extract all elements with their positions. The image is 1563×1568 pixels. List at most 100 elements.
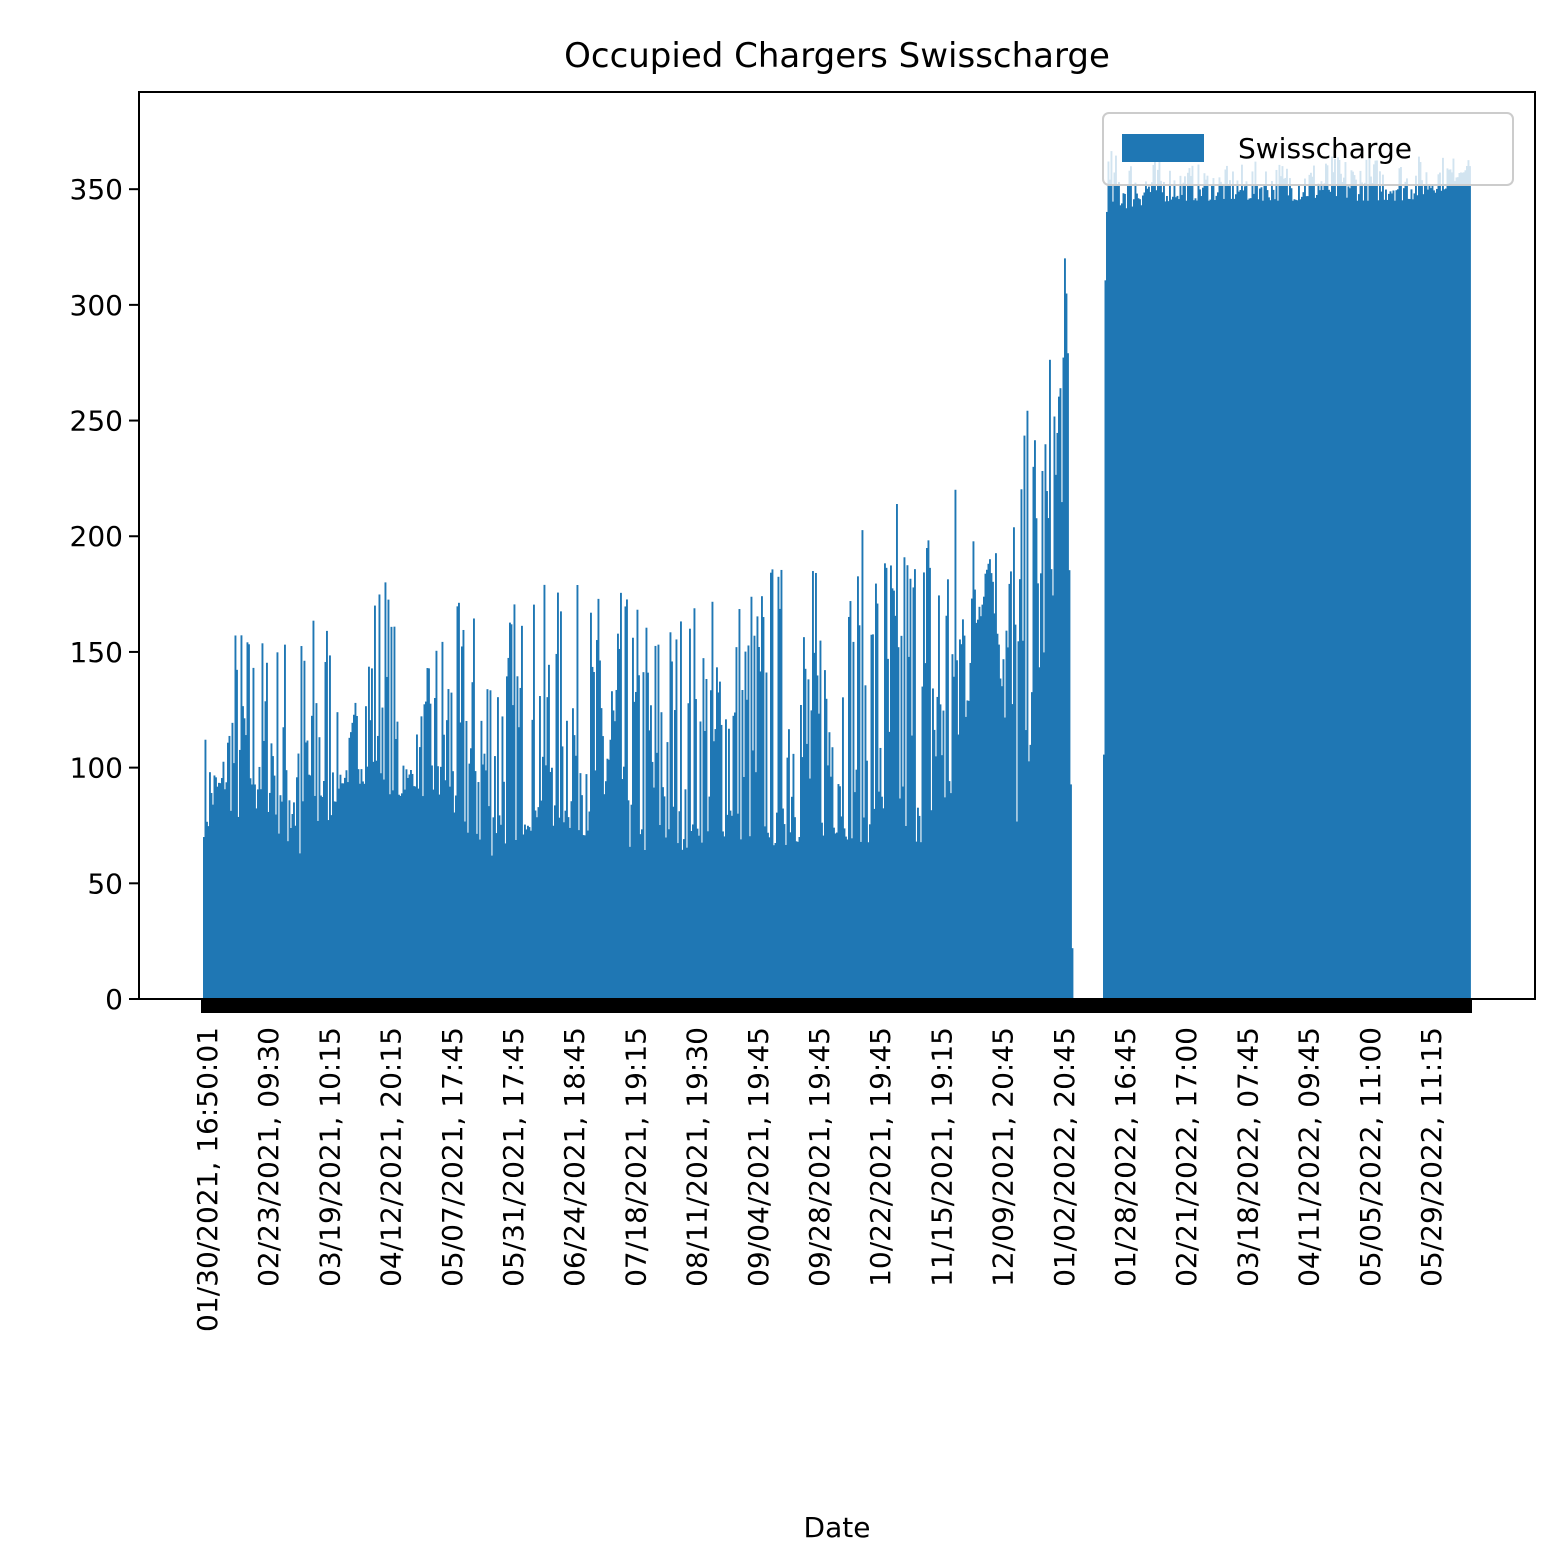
bar — [824, 670, 826, 999]
bar — [530, 830, 532, 999]
bar — [977, 619, 979, 999]
bar — [1326, 165, 1329, 999]
bar — [686, 847, 688, 999]
bar — [207, 826, 210, 999]
bar — [1059, 388, 1062, 999]
bar — [882, 808, 885, 999]
bar — [492, 817, 495, 999]
bar — [606, 758, 609, 999]
bar — [548, 664, 550, 999]
bar — [857, 576, 859, 999]
bar — [692, 824, 694, 999]
bar — [558, 817, 561, 999]
bar — [914, 569, 916, 999]
bar — [1397, 189, 1399, 1000]
bar — [350, 732, 352, 999]
bar — [1439, 172, 1441, 999]
bar — [797, 841, 799, 999]
bar — [743, 776, 745, 999]
bar — [794, 817, 796, 999]
bar — [1011, 704, 1014, 999]
bar — [1172, 196, 1174, 1000]
x-axis-label: Date — [804, 1511, 871, 1544]
bar — [498, 815, 501, 999]
bar — [834, 833, 837, 999]
bar — [1128, 170, 1131, 1000]
bar — [251, 784, 253, 999]
bar — [1400, 167, 1402, 1000]
bar — [393, 626, 396, 999]
bar — [1460, 172, 1462, 1000]
bar — [384, 582, 387, 999]
bar — [758, 646, 760, 999]
bar — [1317, 183, 1320, 1000]
bar — [831, 747, 834, 999]
bar — [483, 753, 486, 999]
bar — [1265, 171, 1267, 999]
bar — [525, 829, 528, 999]
bar — [1217, 192, 1219, 1000]
bar — [647, 672, 649, 999]
bar — [1334, 159, 1336, 999]
bar — [240, 635, 243, 999]
bar — [668, 829, 670, 999]
bar — [566, 720, 568, 999]
bar — [477, 782, 480, 999]
bar — [1296, 200, 1299, 1000]
bar — [1194, 198, 1197, 999]
bar — [984, 573, 987, 999]
bar — [1287, 195, 1290, 1000]
bar — [221, 778, 223, 999]
bar — [1383, 199, 1386, 999]
bar — [963, 635, 966, 999]
bar — [584, 835, 586, 999]
bar — [752, 750, 754, 999]
bar — [740, 839, 742, 999]
bar — [1067, 353, 1069, 1000]
bar — [954, 489, 957, 999]
bar — [962, 619, 964, 999]
bar — [1239, 190, 1242, 999]
bar — [1037, 583, 1039, 999]
bar — [1235, 194, 1237, 999]
bar — [636, 609, 639, 999]
bar — [732, 715, 735, 999]
bar — [1451, 172, 1453, 999]
bar — [861, 530, 864, 999]
bar — [818, 713, 820, 999]
bar — [551, 767, 553, 999]
bar — [1184, 176, 1186, 999]
bar — [543, 584, 546, 999]
bar — [896, 504, 898, 999]
bar — [651, 761, 654, 999]
y-tick-label: 250 — [70, 405, 123, 438]
bar — [990, 573, 993, 999]
bar — [273, 775, 276, 999]
bar — [1436, 188, 1438, 1000]
bar — [266, 662, 268, 999]
bar — [639, 834, 642, 999]
bar — [315, 703, 318, 999]
bar — [615, 689, 618, 999]
bar — [1116, 185, 1119, 999]
bar — [1191, 165, 1194, 999]
bar — [843, 828, 846, 999]
bar — [632, 637, 634, 999]
bar — [1446, 168, 1449, 999]
bar — [1013, 527, 1015, 999]
bar — [263, 740, 265, 999]
bar — [321, 796, 324, 999]
bar — [476, 833, 478, 999]
bar — [489, 690, 492, 999]
bar — [1173, 180, 1176, 999]
bar — [1307, 196, 1309, 1000]
bar — [1226, 165, 1228, 999]
bar — [1206, 175, 1209, 999]
bar — [497, 697, 499, 999]
bar — [717, 692, 720, 999]
bar — [1139, 199, 1141, 1000]
bar — [450, 692, 453, 999]
bar — [1281, 166, 1284, 999]
bar — [678, 811, 681, 999]
x-tick-label: 10/22/2021, 19:45 — [864, 1027, 897, 1287]
